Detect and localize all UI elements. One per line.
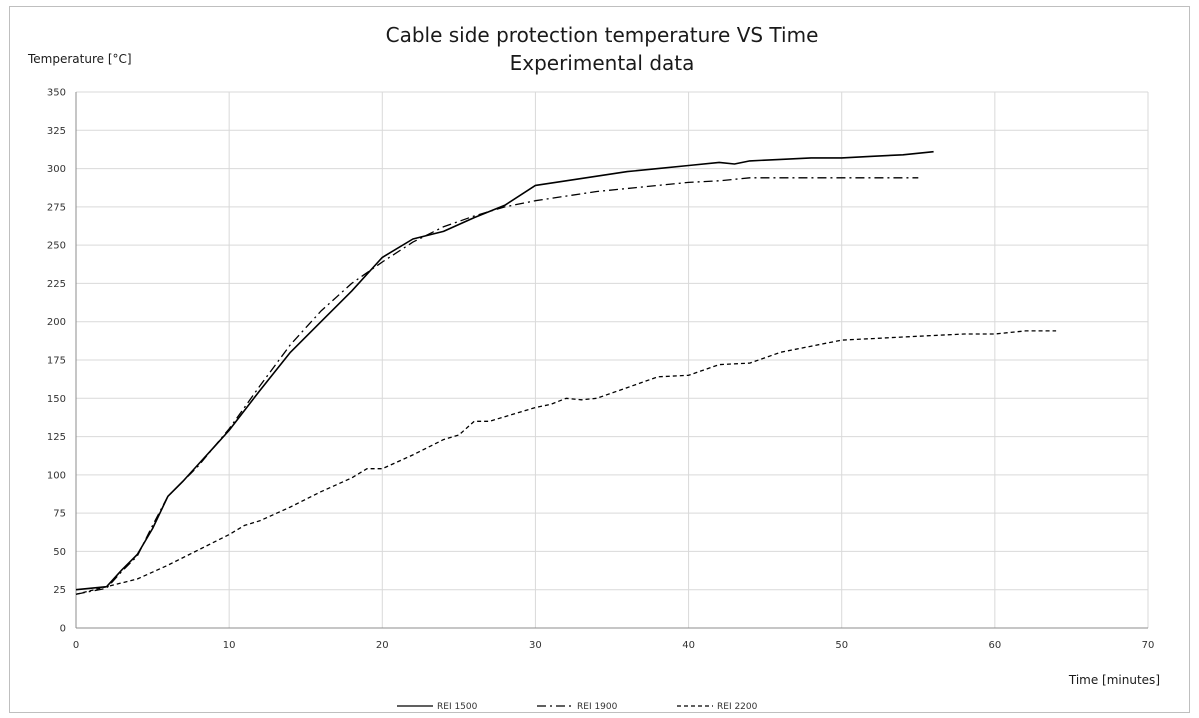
- grid-layer: [76, 92, 1148, 628]
- y-tick-label: 200: [47, 317, 66, 328]
- x-tick-label: 40: [682, 640, 695, 651]
- y-tick-label: 275: [47, 202, 66, 213]
- y-tick-label: 250: [47, 241, 66, 252]
- chart-title: Cable side protection temperature VS Tim…: [386, 23, 819, 47]
- series-layer: [76, 152, 1056, 595]
- y-tick-label: 100: [47, 470, 66, 481]
- x-tick-label: 30: [529, 640, 542, 651]
- x-tick-label: 50: [835, 640, 848, 651]
- y-tick-label: 125: [47, 432, 66, 443]
- y-tick-label: 325: [47, 126, 66, 137]
- series-line-rei-1900: [76, 178, 918, 595]
- legend-label-rei-2200: REI 2200: [717, 702, 758, 712]
- legend-label-rei-1500: REI 1500: [437, 702, 478, 712]
- tick-label-layer: 0255075100125150175200225250275300325350…: [47, 88, 1154, 652]
- x-tick-label: 70: [1142, 640, 1155, 651]
- x-axis-label: Time [minutes]: [1068, 673, 1160, 687]
- x-tick-label: 60: [988, 640, 1001, 651]
- y-tick-label: 175: [47, 356, 66, 367]
- legend: REI 1500 REI 1900 REI 2200: [397, 702, 758, 712]
- y-tick-label: 75: [53, 509, 66, 520]
- legend-label-rei-1900: REI 1900: [577, 702, 618, 712]
- x-tick-label: 20: [376, 640, 389, 651]
- y-tick-label: 150: [47, 394, 66, 405]
- y-tick-label: 50: [53, 547, 66, 558]
- y-tick-label: 0: [60, 624, 66, 635]
- series-line-rei-1500: [76, 152, 934, 590]
- y-tick-label: 300: [47, 164, 66, 175]
- x-tick-label: 10: [223, 640, 236, 651]
- y-tick-label: 25: [53, 585, 66, 596]
- series-line-rei-2200: [76, 331, 1056, 594]
- chart-subtitle: Experimental data: [510, 51, 695, 75]
- y-tick-label: 225: [47, 279, 66, 290]
- x-tick-label: 0: [73, 640, 79, 651]
- y-tick-label: 350: [47, 88, 66, 99]
- y-axis-label: Temperature [°C]: [27, 52, 132, 66]
